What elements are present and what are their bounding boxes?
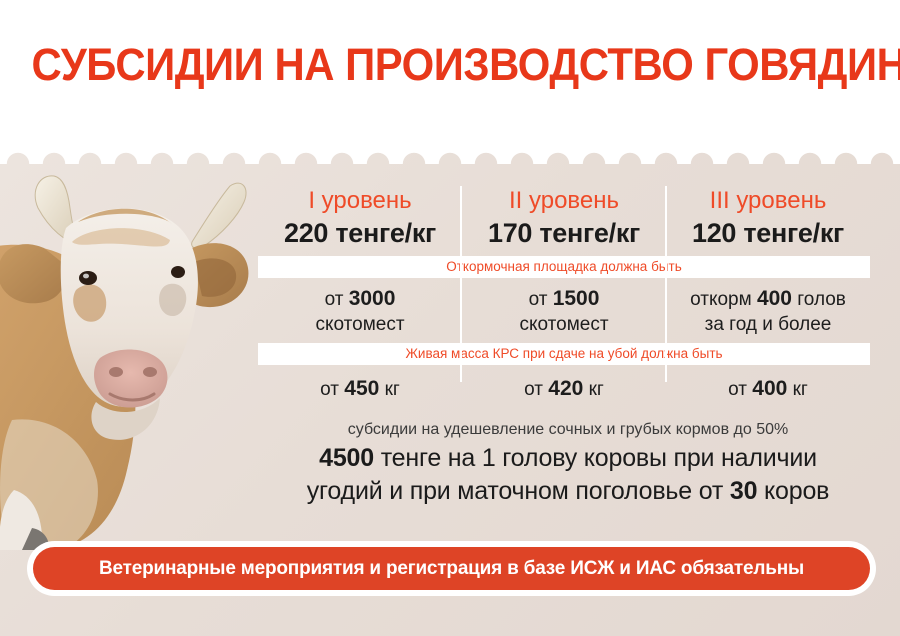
subsidy-line2-rest: коров [757, 477, 830, 505]
cow-ear-left [0, 244, 66, 304]
cow-cheek-patch [73, 284, 107, 322]
feedlot-suffix-3: голов [792, 289, 846, 310]
footer-banner: Ветеринарные мероприятия и регистрация в… [33, 547, 870, 590]
level-cell-2: II уровень 170 тенге/кг [462, 186, 666, 250]
feedlot-value-2: 1500 [552, 287, 600, 310]
cow-eye-left [79, 271, 97, 285]
band-liveweight-label: Живая масса КРС при сдаче на убой должна… [258, 343, 870, 365]
feedlot-cell-2: от 1500 скотомест [462, 286, 666, 337]
feedlot-row: от 3000 скотомест от 1500 скотомест отко… [258, 278, 870, 343]
scalloped-edge-decoration [0, 148, 900, 164]
cow-forehead-shade [72, 228, 170, 247]
level-price-2: 170 тенге/кг [487, 218, 641, 248]
cow-photo [0, 150, 268, 550]
footer-banner-text: Ветеринарные мероприятия и регистрация в… [98, 557, 804, 579]
cow-nostril-right [143, 367, 157, 377]
feedlot-cell-3: откорм 400 голов за год и более [666, 286, 870, 337]
level-price-1: 220 тенге/кг [283, 218, 437, 248]
cow-muzzle [94, 349, 168, 408]
feedlot-line2-3: за год и более [704, 314, 832, 335]
weight-suffix-1: кг [379, 379, 400, 400]
subsidy-line1-rest: тенге на 1 голову коровы при наличии [373, 444, 817, 472]
level-name-3: III уровень [709, 187, 827, 214]
weight-value-1: 450 [344, 377, 380, 400]
cow-hoof [22, 528, 50, 550]
feedlot-line2-1: скотомест [315, 314, 405, 335]
cow-chin [91, 398, 160, 440]
cow-ear-inner-right [194, 258, 237, 297]
subsidy-note-line1: 4500 тенге на 1 голову коровы при наличи… [258, 442, 878, 475]
cow-head [60, 208, 198, 407]
weight-prefix-2: от [524, 379, 549, 400]
level-name-1: I уровень [308, 187, 412, 214]
cow-forehead-tuft [78, 208, 172, 224]
cow-nostril-left [109, 367, 123, 377]
subsidy-amount: 4500 [319, 444, 374, 472]
subsidy-note-small: субсидии на удешевление сочных и грубых … [347, 421, 789, 438]
cow-eye-left-glint [83, 273, 89, 279]
panel-top-fill [0, 140, 900, 150]
weight-cell-3: от 400 кг [666, 376, 870, 403]
levels-table: I уровень 220 тенге/кг II уровень 170 те… [258, 186, 870, 411]
feedlot-line2-2: скотомест [519, 314, 609, 335]
page-title: СУБСИДИИ НА ПРОИЗВОДСТВО ГОВЯДИНЫ [31, 39, 900, 90]
weight-value-3: 400 [752, 377, 788, 400]
feedlot-cell-1: от 3000 скотомест [258, 286, 462, 337]
weight-cell-1: от 450 кг [258, 376, 462, 403]
level-cell-3: III уровень 120 тенге/кг [666, 186, 870, 250]
subsidy-note-line2: угодий и при маточном поголовье от 30 ко… [258, 475, 878, 508]
feedlot-prefix-1: от [324, 289, 349, 310]
band-feedlot-label: Откормочная площадка должна быть [258, 256, 870, 278]
weight-cell-2: от 420 кг [462, 376, 666, 403]
level-price-3: 120 тенге/кг [691, 218, 845, 248]
cow-horn-right [191, 182, 247, 249]
weight-suffix-3: кг [787, 379, 808, 400]
weight-suffix-2: кг [583, 379, 604, 400]
level-cell-1: I уровень 220 тенге/кг [258, 186, 462, 250]
subsidy-herd-count: 30 [729, 477, 758, 505]
subsidy-note: субсидии на удешевление сочных и грубых … [258, 418, 878, 508]
weight-row: от 450 кг от 420 кг от 400 кг [258, 365, 870, 411]
subsidy-line2-pre: угодий и при маточном поголовье от [306, 477, 730, 505]
cow-eye-right [171, 266, 185, 278]
cow-illustration [0, 175, 249, 550]
column-divider-1 [460, 186, 462, 382]
feedlot-prefix-3: откорм [690, 289, 757, 310]
feedlot-value-3: 400 [756, 287, 792, 310]
weight-prefix-3: от [728, 379, 753, 400]
column-divider-2 [665, 186, 667, 382]
weight-prefix-1: от [320, 379, 345, 400]
levels-header-row: I уровень 220 тенге/кг II уровень 170 те… [258, 186, 870, 250]
feedlot-value-1: 3000 [348, 287, 396, 310]
cow-mouth [108, 392, 156, 402]
level-name-2: II уровень [508, 187, 619, 214]
feedlot-prefix-2: от [528, 289, 553, 310]
weight-value-2: 420 [548, 377, 584, 400]
cow-cheek-shade-right [159, 283, 187, 317]
